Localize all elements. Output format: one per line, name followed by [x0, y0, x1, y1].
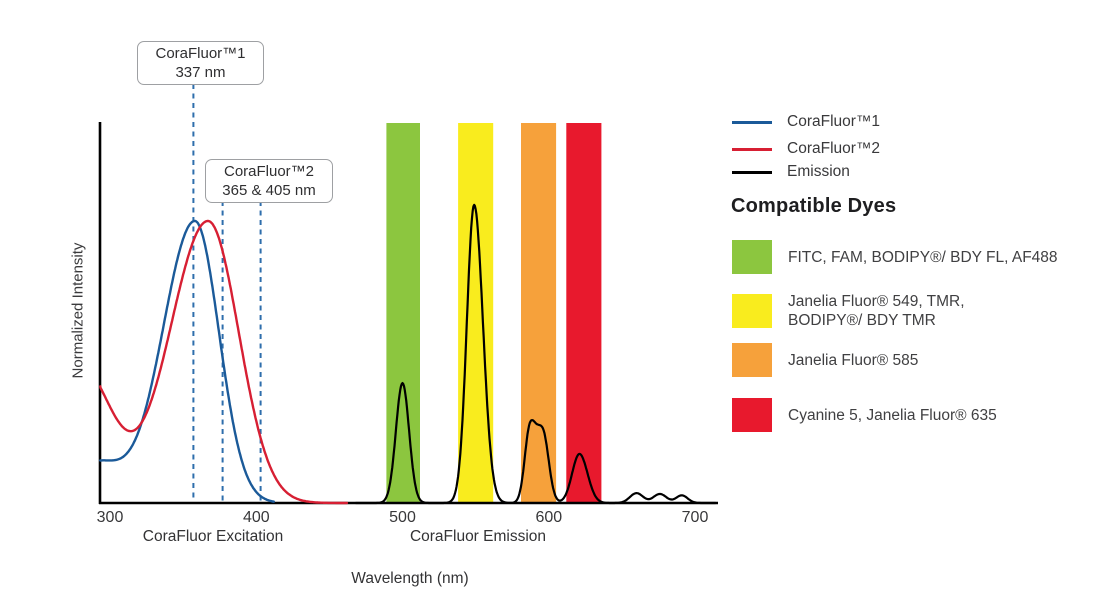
callout-corafluor2: CoraFluor™2 365 & 405 nm [205, 159, 333, 203]
compatible-dyes-heading: Compatible Dyes [731, 195, 897, 217]
legend-label: CoraFluor™1 [787, 113, 881, 130]
dye-swatch-yellow [732, 294, 772, 328]
callout-corafluor1-value: 337 nm [175, 64, 226, 81]
legend-label: Emission [787, 163, 850, 180]
legend-item-corafluor2: CoraFluor™2 [732, 139, 880, 159]
x-tick-label: 600 [535, 509, 562, 526]
callout-corafluor1: CoraFluor™1 337 nm [137, 41, 264, 85]
x-tick-label: 400 [243, 509, 270, 526]
filter-band-red [566, 123, 602, 503]
callout-corafluor2-value: 365 & 405 nm [222, 182, 316, 199]
x-section-label-emission: CoraFluor Emission [409, 528, 547, 545]
dye-swatch-red [732, 398, 772, 432]
x-section-label-excitation: CoraFluor Excitation [142, 528, 284, 545]
dye-label: Janelia Fluor® 585 [788, 351, 919, 369]
y-axis-label: Normalized Intensity [69, 242, 87, 379]
dye-swatch-green [732, 240, 772, 274]
dye-label: Cyanine 5, Janelia Fluor® 635 [788, 406, 997, 424]
x-tick-label: 500 [389, 509, 416, 526]
dye-row-red: Cyanine 5, Janelia Fluor® 635 [732, 398, 997, 432]
filter-band-yellow [458, 123, 494, 503]
legend-label: CoraFluor™2 [787, 140, 881, 157]
dye-swatch-orange [732, 343, 772, 377]
dye-label: Janelia Fluor® 549, TMR, BODIPY®/ BDY TM… [788, 293, 965, 329]
x-axis-label: Wavelength (nm) [351, 570, 469, 587]
x-tick-label: 700 [682, 509, 709, 526]
x-tick-label: 300 [97, 509, 124, 526]
filter-band-green [386, 123, 420, 503]
excitation-curve-corafluor1 [99, 219, 275, 503]
callout-corafluor1-title: CoraFluor™1 [155, 45, 246, 62]
emission-curve [354, 203, 717, 505]
dye-label: FITC, FAM, BODIPY®/ BDY FL, AF488 [788, 248, 1058, 266]
dye-row-yellow: Janelia Fluor® 549, TMR, BODIPY®/ BDY TM… [732, 292, 965, 330]
callout-corafluor2-title: CoraFluor™2 [223, 163, 315, 180]
dye-row-orange: Janelia Fluor® 585 [732, 343, 918, 377]
legend-item-corafluor1: CoraFluor™1 [732, 112, 880, 132]
legend-line-swatch-corafluor2 [732, 147, 772, 151]
dye-row-green: FITC, FAM, BODIPY®/ BDY FL, AF488 [732, 240, 1058, 274]
legend-line-swatch-emission [732, 170, 772, 174]
legend-line-swatch-corafluor1 [732, 120, 772, 124]
excitation-curve-corafluor2 [99, 219, 349, 505]
legend-item-emission: Emission [732, 162, 850, 182]
